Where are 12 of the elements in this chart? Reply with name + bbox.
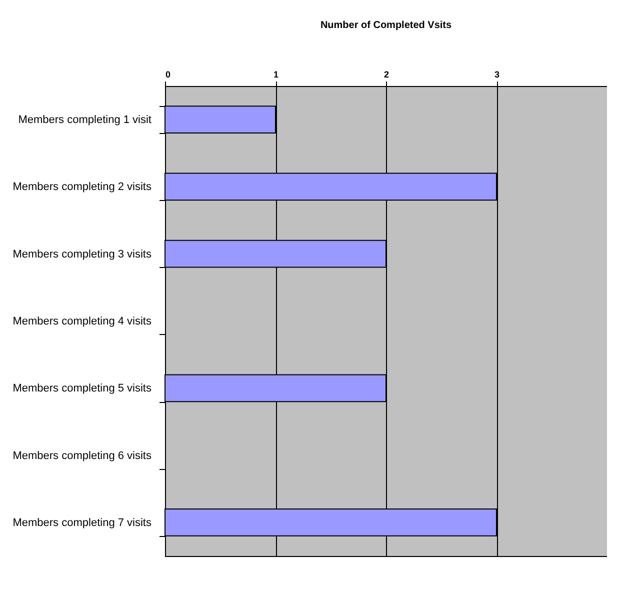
- y-tick-label: Members completing 4 visits: [12, 316, 152, 328]
- x-tick-label: 3: [494, 70, 500, 80]
- y-tick-label: Members completing 1 visit: [18, 114, 152, 126]
- x-tick-label: 2: [384, 70, 390, 80]
- x-tick-label: 0: [166, 70, 171, 80]
- y-tick-label: Members completing 5 visits: [12, 382, 152, 395]
- y-tick-label: Members completing 7 visits: [12, 516, 152, 529]
- y-tick-label: Members completing 3 visits: [12, 248, 152, 260]
- y-tick-label: Members completing 2 visits: [12, 181, 152, 194]
- x-tick-label: 1: [273, 70, 279, 80]
- chart-title: Number of Completed Vsits: [320, 20, 452, 31]
- y-tick-label: Members completing 6 visits: [12, 450, 152, 462]
